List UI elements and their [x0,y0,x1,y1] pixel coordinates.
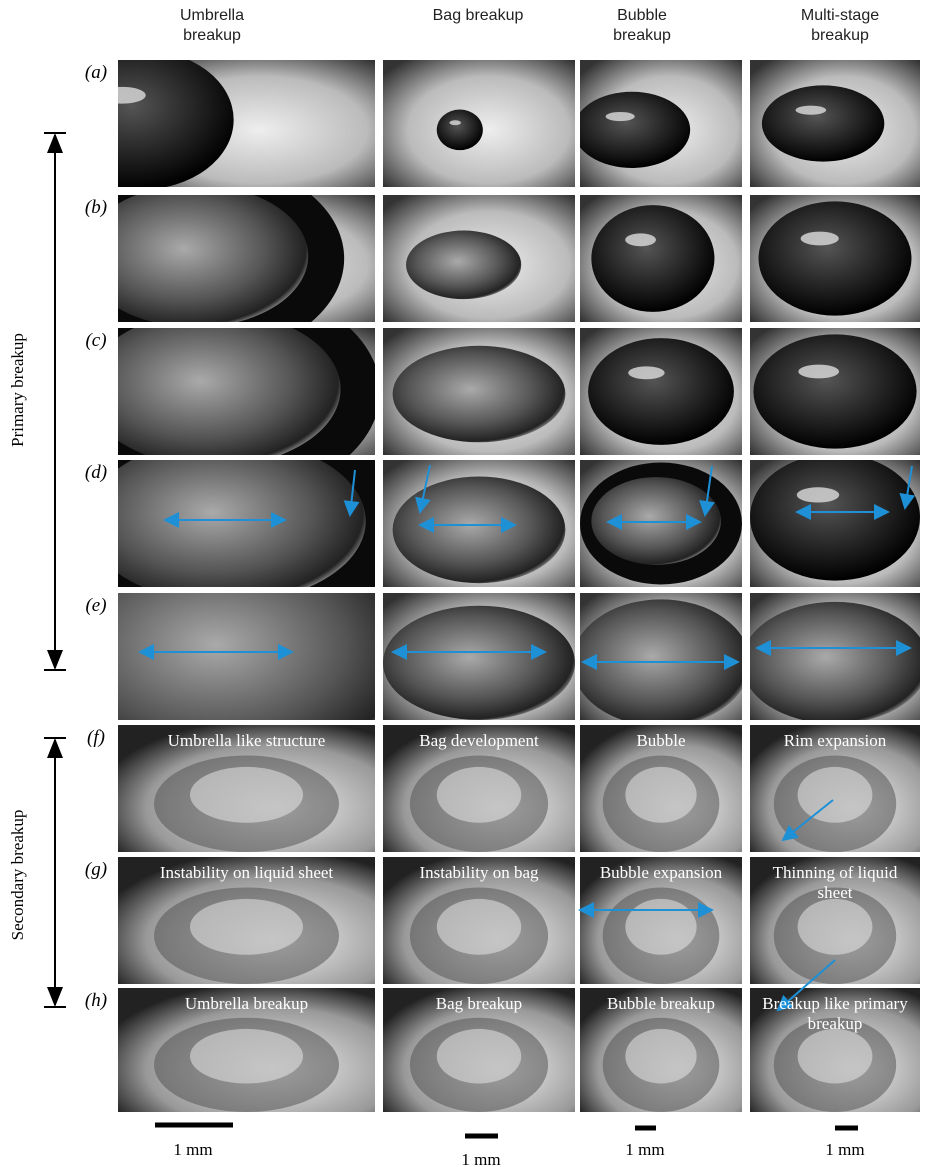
sheet-core [797,1028,873,1084]
sheet-core [797,898,873,955]
panel-caption: Instability on bag [419,863,539,882]
droplet [588,338,734,445]
drop-interior [118,195,309,322]
droplet [436,109,483,151]
droplet [118,60,234,187]
droplet [753,334,917,449]
highlight [798,364,840,379]
drop-shape [750,601,920,720]
sheet-core [436,1028,522,1084]
panel-caption: Bubble expansion [599,863,723,882]
annotation-arrow [781,799,834,842]
column-header: Umbrella breakup [179,7,244,44]
highlight [800,231,839,246]
highlight [625,233,656,247]
highlight [628,366,665,380]
panel-caption: Bag breakup [435,994,523,1013]
drop-shape [118,60,234,187]
sheet-core [189,1028,304,1084]
droplet [392,476,566,584]
droplet [118,195,345,322]
drop-shape [436,109,483,151]
drop-shape [392,476,566,584]
row-label: (g) [84,859,108,880]
panel-caption: Bubble [636,731,686,750]
side-label: Secondary breakup [8,809,27,941]
row-label: (h) [84,990,108,1011]
scale-label: 1 mm [173,1140,213,1159]
drop-shape [588,338,734,445]
scale-label: 1 mm [461,1150,501,1167]
sheet-core [436,766,522,823]
column-header: Bag breakup [432,7,524,24]
panel-caption: Breakup like primary breakup [762,994,908,1033]
panel-caption: Bubble breakup [606,994,716,1013]
droplet [392,345,566,443]
droplet [118,328,375,455]
sheet-core [189,766,304,823]
droplet [758,201,912,316]
sheet-core [625,1028,697,1084]
drop-shape [750,460,920,581]
drop-shape [392,345,566,443]
highlight [795,105,827,115]
droplet [580,462,742,585]
row-label: (a) [84,62,108,83]
panel-caption: Bag development [419,731,539,750]
droplet [591,205,715,312]
column-header: Multi-stage breakup [800,7,880,44]
panel-caption: Thinning of liquid sheet [772,863,898,902]
droplet [750,460,920,581]
drop-shape [580,91,691,168]
annotation-arrow [899,465,916,510]
drop-shape [383,605,575,720]
panel-caption: Umbrella breakup [184,994,309,1013]
row-label: (b) [84,197,108,218]
droplet [406,230,522,300]
annotation-arrow [343,469,360,517]
drop-shape [406,230,522,300]
column-header: Bubble breakup [613,7,671,44]
annotation-arrow [415,464,431,514]
drop-interior [591,477,721,565]
drop-shape [758,201,912,316]
panel-caption: Rim expansion [783,731,887,750]
sheet-core [436,898,522,955]
sheet-core [797,766,873,823]
annotation-arrow [776,959,836,1012]
row-label: (e) [85,595,107,616]
annotation-arrow [699,465,715,517]
sheet-core [189,898,304,955]
panel-caption: Instability on liquid sheet [159,863,334,882]
scale-label: 1 mm [625,1140,665,1159]
drop-shape [761,85,885,162]
droplet [580,91,691,168]
sheet-core [625,766,697,823]
highlight [796,487,840,503]
side-label: Primary breakup [8,333,27,447]
droplet [383,605,575,720]
scale-label: 1 mm [825,1140,865,1159]
highlight [449,120,461,126]
drop-shape [753,334,917,449]
row-label: (d) [84,462,108,483]
sheet-core [625,898,697,955]
drop-shape [591,205,715,312]
highlight [118,86,146,104]
row-label: (f) [87,727,105,748]
highlight [605,111,635,122]
drop-interior [118,328,341,455]
panel-caption: Umbrella like structure [167,731,326,750]
droplet [750,601,920,720]
droplet [761,85,885,162]
row-label: (c) [85,330,107,351]
